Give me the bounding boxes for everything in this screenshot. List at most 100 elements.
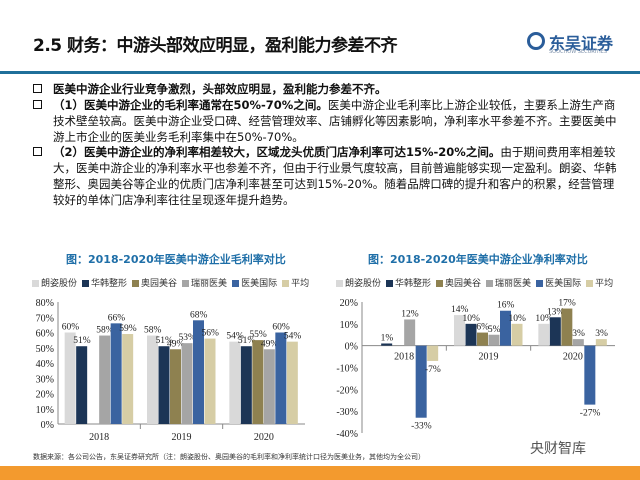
data-label: 59%	[119, 324, 136, 334]
bullet-text: 由于期间费用率相差较大，医美中游企业的净利率水平也参差不齐，但由于行业景气度较高…	[53, 145, 617, 207]
data-label: 13%	[547, 307, 565, 317]
legend-item: 医美国际	[232, 276, 277, 289]
bar-医美国际	[275, 332, 287, 424]
bullet-3: （2）医美中游企业的净利率相差较大，区域龙头优质门店净利率可达15%-20%之间…	[33, 144, 623, 208]
legend-label: 平均	[291, 279, 310, 289]
legend-label: 华韩整形	[395, 279, 432, 289]
checkbox-bullet-icon	[33, 147, 42, 156]
bar-瑞丽医美	[488, 334, 500, 346]
bar-医美国际	[193, 320, 204, 424]
logo-english: SOOCHOW SECURITIES	[549, 49, 608, 55]
data-label: 5%	[488, 325, 501, 335]
legend-net: 朗姿股份 华韩整形 奥园美谷 瑞丽医美 医美国际 平均	[336, 276, 613, 289]
y-tick-label: 0%	[41, 420, 54, 431]
data-label: -7%	[425, 365, 441, 375]
bar-瑞丽医美	[572, 339, 584, 346]
data-label: 49%	[261, 339, 279, 349]
bar-平均	[427, 345, 439, 361]
data-label: -27%	[580, 409, 601, 419]
bar-华韩整形	[549, 317, 561, 346]
x-tick-label: 2019	[172, 432, 192, 443]
bar-华韩整形	[465, 323, 477, 346]
data-label: 10%	[535, 314, 553, 324]
bar-朗姿股份	[538, 323, 550, 346]
bar-华韩整形	[381, 343, 393, 346]
data-label: 51%	[156, 336, 174, 346]
company-logo: 东吴证券 SOOCHOW SECURITIES	[525, 30, 625, 58]
legend-label: 朗姿股份	[345, 279, 382, 289]
bar-奥园美谷	[477, 332, 488, 346]
y-tick-label: -30%	[336, 407, 358, 418]
legend-swatch	[336, 280, 343, 287]
legend-swatch	[536, 280, 544, 287]
legend-label: 奥园美谷	[445, 279, 482, 289]
bullet-bold: （1）医美中游企业的毛利率通常在50%-70%之间。	[53, 98, 328, 112]
legend-label: 瑞丽医美	[191, 279, 228, 289]
bullet-text: 医美中游企业毛利率比上游企业较低，主要系上游生产商技术壁垒较高。医美中游企业受口…	[53, 98, 617, 144]
data-label: 14%	[451, 305, 469, 315]
x-tick-label: 2018	[394, 352, 414, 363]
bar-平均	[595, 339, 607, 346]
y-tick-label: 10%	[36, 405, 54, 416]
chart-title-net: 图：2018-2020年医美中游企业净利率对比	[368, 253, 588, 266]
legend-swatch	[436, 280, 444, 287]
data-label: 58%	[144, 326, 162, 336]
checkbox-bullet-icon	[33, 100, 42, 109]
data-label: 1%	[381, 333, 394, 343]
legend-item: 奥园美谷	[132, 276, 177, 289]
bar-医美国际	[500, 310, 511, 346]
legend-swatch	[182, 280, 190, 287]
bullet-1: 医美中游企业行业竞争激烈，头部效应明显，盈利能力参差不齐。	[33, 81, 623, 97]
bullet-2: （1）医美中游企业的毛利率通常在50%-70%之间。医美中游企业毛利率比上游企业…	[33, 97, 623, 145]
data-label: -33%	[411, 422, 432, 432]
y-tick-label: -20%	[336, 385, 358, 396]
bar-华韩整形	[158, 346, 170, 424]
bar-奥园美谷	[561, 308, 573, 346]
legend-swatch	[82, 280, 90, 287]
data-source-note: 数据来源：各公司公告，东吴证券研究所（注：朗姿股份、奥园美谷的毛利率和净利率统计…	[33, 453, 425, 461]
bullet-bold: （2）医美中游企业的净利率相差较大，区域龙头优质门店净利率可达15%-20%之间…	[53, 145, 501, 159]
legend-gross: 朗姿股份 华韩整形 奥园美谷 瑞丽医美 医美国际 平均	[32, 276, 309, 289]
legend-label: 医美国际	[545, 279, 582, 289]
legend-swatch	[486, 280, 494, 287]
footer-band	[0, 466, 640, 480]
bar-朗姿股份	[64, 332, 76, 424]
bar-奥园美谷	[170, 349, 181, 424]
bar-瑞丽医美	[99, 335, 111, 424]
x-tick-label: 2020	[254, 432, 274, 443]
bar-瑞丽医美	[181, 343, 193, 424]
bar-奥园美谷	[252, 340, 264, 424]
legend-swatch	[132, 280, 140, 287]
data-label: 56%	[202, 329, 220, 339]
bar-朗姿股份	[147, 335, 158, 424]
x-tick-label: 2019	[479, 352, 499, 363]
page-title: 2.5 财务：中游头部效应明显，盈利能力参差不齐	[33, 36, 398, 56]
data-label: 17%	[558, 299, 576, 309]
y-tick-label: -10%	[336, 364, 358, 375]
data-label: 58%	[96, 326, 114, 336]
bar-平均	[204, 338, 216, 424]
legend-swatch	[386, 280, 394, 287]
legend-label: 奥园美谷	[141, 279, 178, 289]
data-label: 3%	[595, 329, 608, 339]
y-tick-label: 10%	[340, 320, 358, 331]
data-label: 66%	[108, 313, 126, 323]
y-tick-label: -40%	[336, 429, 358, 440]
bullet-bold: 医美中游企业行业竞争激烈，头部效应明显，盈利能力参差不齐。	[53, 82, 387, 96]
data-label: 68%	[190, 310, 208, 320]
data-label: 60%	[62, 323, 80, 333]
bar-平均	[511, 323, 523, 346]
x-tick-label: 2020	[563, 352, 583, 363]
legend-swatch	[586, 280, 594, 287]
bar-医美国际	[584, 345, 596, 405]
data-label: 3%	[572, 329, 585, 339]
gross-margin-chart: 0%10%20%30%40%50%60%70%80%201860%51%58%6…	[36, 298, 305, 443]
bar-医美国际	[415, 345, 427, 418]
legend-item: 朗姿股份	[336, 276, 381, 289]
bar-朗姿股份	[229, 341, 241, 424]
data-label: 51%	[73, 336, 91, 346]
legend-item: 瑞丽医美	[182, 276, 227, 289]
bar-瑞丽医美	[404, 319, 416, 346]
checkbox-bullet-icon	[33, 84, 42, 93]
